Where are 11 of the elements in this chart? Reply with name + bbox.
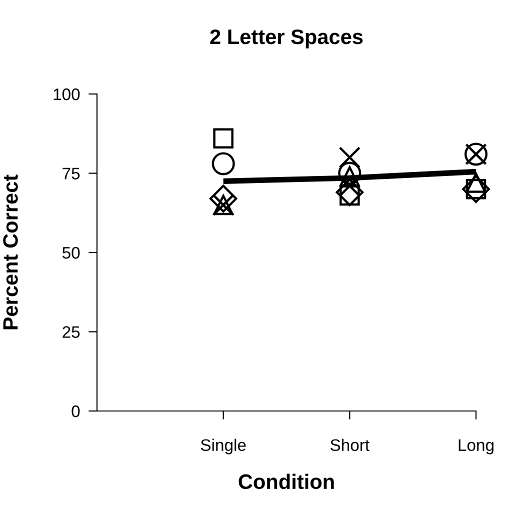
y-tick-label: 50 (62, 246, 80, 259)
y-tick-label: 100 (54, 88, 80, 100)
y-tick-label: 0 (72, 405, 80, 418)
x-axis-title: Condition (238, 474, 334, 490)
y-tick-label: 75 (62, 168, 80, 180)
x-tick-label: Single (200, 438, 246, 454)
x-tick-label: Short (330, 438, 370, 452)
x-tick-label: Long (458, 439, 494, 454)
chart-title: 2 Letter Spaces (210, 29, 363, 48)
y-tick-label: 25 (62, 326, 80, 338)
y-axis-title: Percent Correct (3, 174, 18, 330)
